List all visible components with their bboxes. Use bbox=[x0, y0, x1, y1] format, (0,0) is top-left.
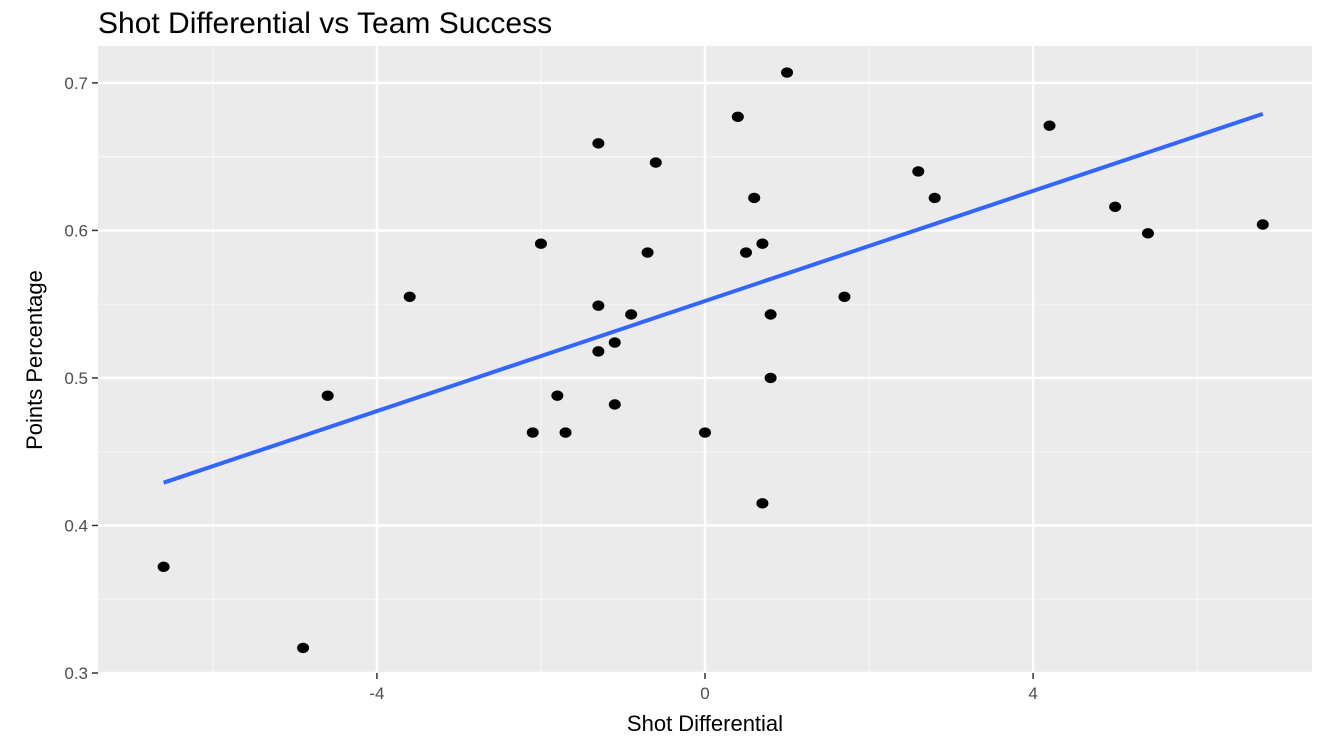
data-points bbox=[157, 67, 1269, 654]
data-point bbox=[912, 166, 925, 177]
data-point bbox=[551, 390, 564, 401]
trend-line-layer bbox=[162, 111, 1264, 485]
data-point bbox=[649, 157, 662, 168]
y-axis-title: Points Percentage bbox=[22, 270, 47, 450]
data-point bbox=[297, 642, 310, 654]
x-tick-label: -4 bbox=[369, 684, 384, 703]
y-tick-label: 0.3 bbox=[64, 664, 88, 683]
data-point bbox=[321, 390, 334, 401]
y-tick-label: 0.7 bbox=[64, 74, 88, 93]
data-point bbox=[731, 111, 744, 123]
x-tick-label: 0 bbox=[700, 684, 709, 703]
x-tick-label: 4 bbox=[1028, 684, 1037, 703]
data-point bbox=[1141, 228, 1154, 239]
data-point bbox=[748, 192, 761, 204]
data-point bbox=[534, 238, 547, 249]
data-point bbox=[157, 561, 170, 572]
y-tick-label: 0.6 bbox=[64, 221, 88, 240]
data-point bbox=[592, 346, 605, 357]
data-point bbox=[608, 399, 621, 410]
y-tick-label: 0.5 bbox=[64, 369, 88, 388]
data-point bbox=[559, 427, 572, 438]
data-point bbox=[592, 138, 605, 149]
data-point bbox=[403, 291, 416, 302]
axes: -4 0 4 0.3 0.4 0.5 0.6 0.7 bbox=[64, 74, 1037, 703]
trend-line bbox=[162, 111, 1264, 485]
data-point bbox=[1043, 120, 1056, 131]
data-point bbox=[764, 372, 777, 384]
data-point bbox=[1109, 201, 1122, 213]
data-point bbox=[928, 192, 941, 204]
y-tick-label: 0.4 bbox=[64, 516, 88, 535]
data-point bbox=[764, 309, 777, 320]
data-point bbox=[781, 67, 794, 78]
data-point bbox=[592, 300, 605, 311]
data-point bbox=[740, 247, 753, 258]
data-point bbox=[756, 238, 769, 249]
data-point bbox=[756, 498, 769, 509]
data-point bbox=[625, 309, 638, 320]
data-point bbox=[641, 247, 654, 258]
chart-title: Shot Differential vs Team Success bbox=[98, 7, 552, 40]
data-point bbox=[838, 291, 851, 302]
grid-lines bbox=[98, 46, 1312, 675]
data-point bbox=[1256, 219, 1269, 230]
data-point bbox=[608, 337, 621, 348]
data-point bbox=[699, 427, 711, 438]
x-axis-title: Shot Differential bbox=[627, 711, 783, 736]
data-point bbox=[526, 427, 539, 438]
